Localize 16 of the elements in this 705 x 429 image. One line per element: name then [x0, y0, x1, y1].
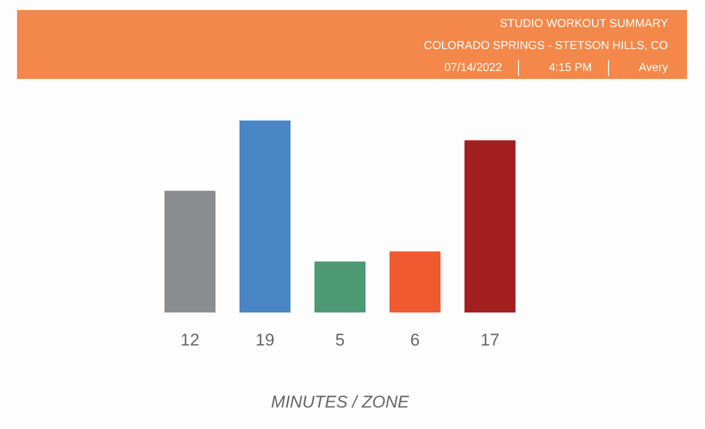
bar — [164, 190, 216, 312]
bar — [239, 120, 291, 312]
chart-subtitle: COLORADO SPRINGS - STETSON HILLS, CO — [422, 39, 668, 54]
data-label: 17 — [480, 330, 500, 350]
text: 07/14/2022 — [443, 61, 502, 76]
text: 4:15 PM — [518, 60, 592, 76]
bar — [464, 140, 516, 312]
data-label: 5 — [335, 330, 345, 350]
data-label: 6 — [410, 330, 420, 350]
data-label: 19 — [256, 330, 274, 350]
x-axis-title: MINUTES / ZONE — [271, 392, 410, 412]
text: Avery — [608, 60, 668, 76]
data-label: 12 — [180, 330, 200, 350]
bar — [314, 261, 366, 312]
bar — [389, 251, 441, 312]
text: STUDIO WORKOUT SUMMARY — [498, 17, 668, 32]
